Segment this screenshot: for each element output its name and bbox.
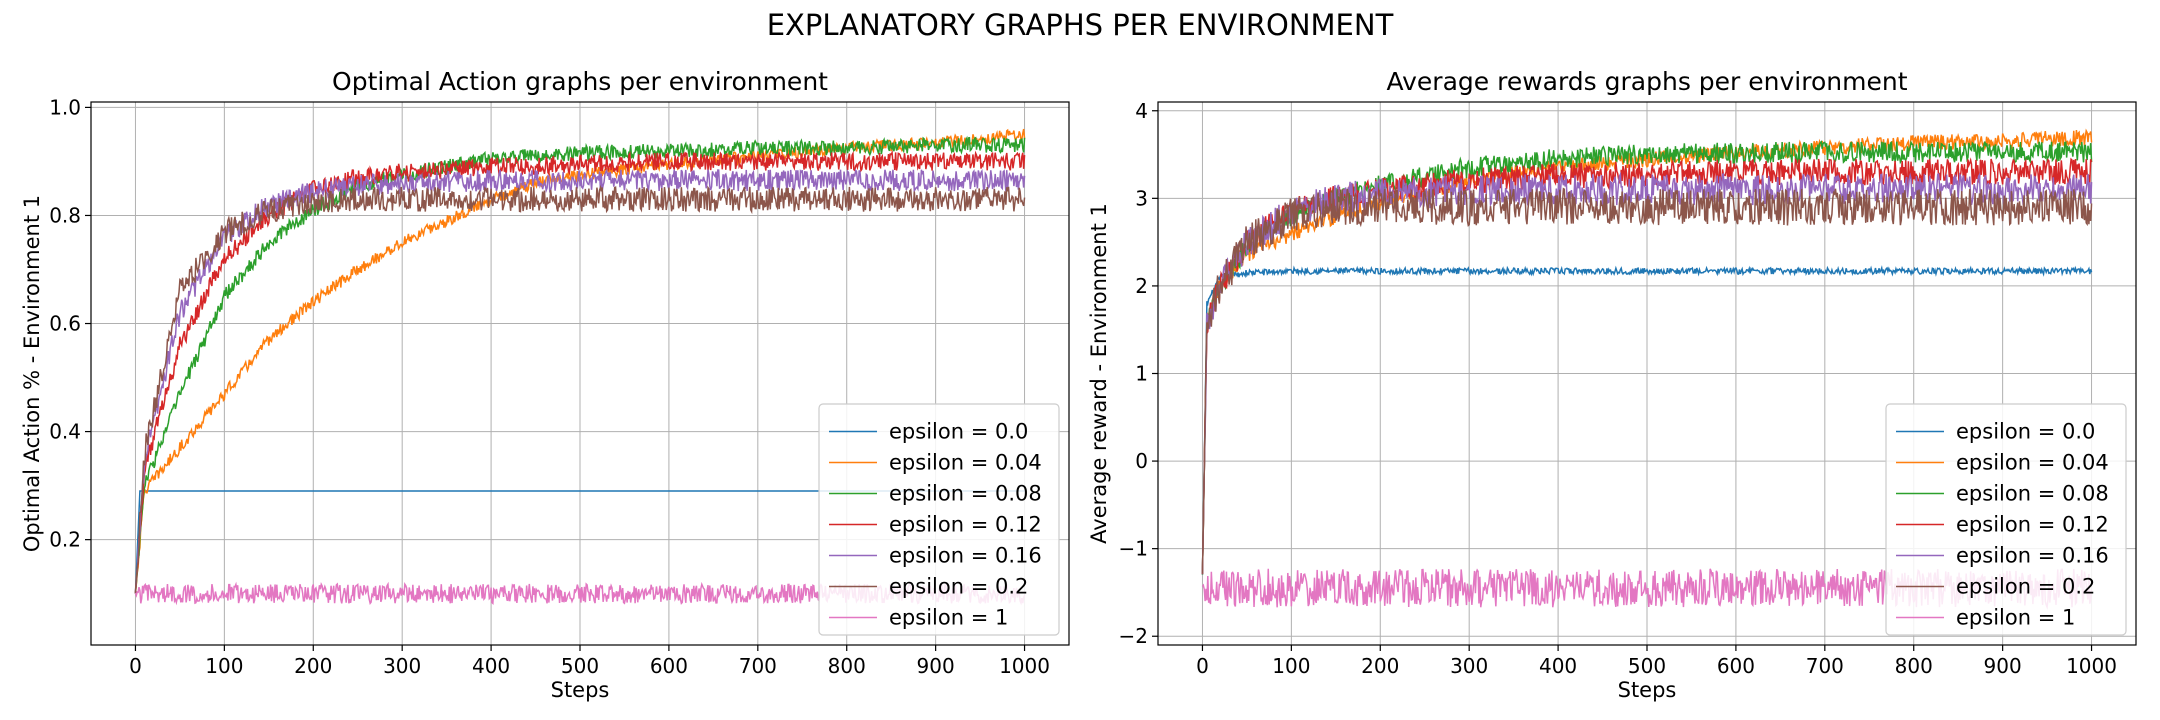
x-tick-label: 700: [1806, 654, 1844, 678]
x-tick-label: 600: [1717, 654, 1755, 678]
legend-entry: epsilon = 0.16: [889, 544, 1042, 568]
x-tick-label: 0: [1196, 654, 1209, 678]
y-tick-label: 0: [1135, 449, 1148, 473]
series-line-epsilon-0-16: [1201, 171, 2093, 574]
x-tick-label: 800: [1895, 654, 1933, 678]
chart-average-rewards: Average rewards graphs per environment 0…: [1087, 67, 2137, 702]
x-tick-label: 100: [1272, 654, 1310, 678]
x-tick-label: 800: [828, 654, 866, 678]
legend-entry: epsilon = 0.2: [1956, 575, 2095, 599]
x-axis-ticks: 0 100 200 300 400 500 600 700 800 900 1000: [1196, 645, 2117, 678]
x-tick-label: 500: [1628, 654, 1666, 678]
series-line-epsilon-0-2: [134, 184, 1026, 593]
x-tick-label: 200: [294, 654, 332, 678]
x-tick-label: 300: [383, 654, 421, 678]
x-tick-label: 700: [739, 654, 777, 678]
legend-entry: epsilon = 0.2: [889, 575, 1028, 599]
legend-frame: [818, 403, 1060, 636]
series-line-epsilon-0-08: [134, 135, 1026, 594]
x-tick-label: 1000: [999, 654, 1050, 678]
y-tick-label: −2: [1119, 624, 1148, 648]
legend-entry: epsilon = 0.12: [889, 513, 1042, 537]
x-tick-label: 1000: [2066, 654, 2117, 678]
y-tick-label: 3: [1135, 186, 1148, 210]
legend-entry: epsilon = 1: [1956, 606, 2075, 630]
legend-entry: epsilon = 0.08: [889, 482, 1042, 506]
series-line-epsilon-0-0: [1201, 265, 2093, 575]
figure-suptitle: EXPLANATORY GRAPHS PER ENVIRONMENT: [766, 8, 1394, 42]
legend-entry: epsilon = 0.12: [1956, 513, 2109, 537]
x-tick-label: 100: [205, 654, 243, 678]
y-tick-label: 0.6: [49, 312, 81, 336]
y-axis-label: Average reward - Environment 1: [1087, 203, 1111, 544]
x-tick-label: 900: [1984, 654, 2022, 678]
x-tick-label: 900: [917, 654, 955, 678]
y-tick-label: 0.8: [49, 203, 81, 227]
x-tick-label: 200: [1361, 654, 1399, 678]
x-axis-label: Steps: [551, 678, 610, 702]
y-tick-label: −1: [1119, 537, 1148, 561]
legend-entry: epsilon = 0.16: [1956, 544, 2109, 568]
y-tick-label: 1.0: [49, 95, 81, 119]
y-axis-label: Optimal Action % - Environment 1: [20, 195, 44, 552]
legend-entry: epsilon = 0.04: [889, 451, 1042, 475]
y-axis-ticks: −2 −1 0 1 2 3 4: [1119, 99, 1158, 648]
x-tick-label: 300: [1450, 654, 1488, 678]
legend-frame: [1885, 403, 2127, 636]
x-tick-label: 600: [650, 654, 688, 678]
series-line-epsilon-0-16: [134, 168, 1026, 594]
legend-entry: epsilon = 1: [889, 606, 1008, 630]
chart-optimal-action: Optimal Action graphs per environment 0 1…: [20, 67, 1070, 702]
legend-entry: epsilon = 0.0: [889, 420, 1028, 444]
y-axis-ticks: 0.2 0.4 0.6 0.8 1.0: [49, 95, 91, 552]
x-tick-label: 500: [561, 654, 599, 678]
legend-entry: epsilon = 0.04: [1956, 451, 2109, 475]
x-tick-label: 400: [1539, 654, 1577, 678]
x-axis-label: Steps: [1618, 678, 1677, 702]
series-line-epsilon-0-2: [1201, 187, 2093, 574]
y-tick-label: 0.2: [49, 528, 81, 552]
y-tick-label: 4: [1135, 99, 1148, 123]
y-tick-label: 2: [1135, 274, 1148, 298]
x-tick-label: 400: [472, 654, 510, 678]
y-tick-label: 0.4: [49, 420, 81, 444]
legend: epsilon = 0.0 epsilon = 0.04 epsilon = 0.0…: [818, 403, 1060, 636]
x-tick-label: 0: [129, 654, 142, 678]
legend-entry: epsilon = 0.08: [1956, 482, 2109, 506]
x-axis-ticks: 0 100 200 300 400 500 600 700 800 900 1000: [129, 645, 1050, 678]
y-tick-label: 1: [1135, 362, 1148, 386]
chart-title: Optimal Action graphs per environment: [332, 67, 828, 96]
series-layer: [134, 128, 1026, 606]
legend-entry: epsilon = 0.0: [1956, 420, 2095, 444]
legend: epsilon = 0.0 epsilon = 0.04 epsilon = 0.0…: [1885, 403, 2127, 636]
chart-title: Average rewards graphs per environment: [1386, 67, 1907, 96]
